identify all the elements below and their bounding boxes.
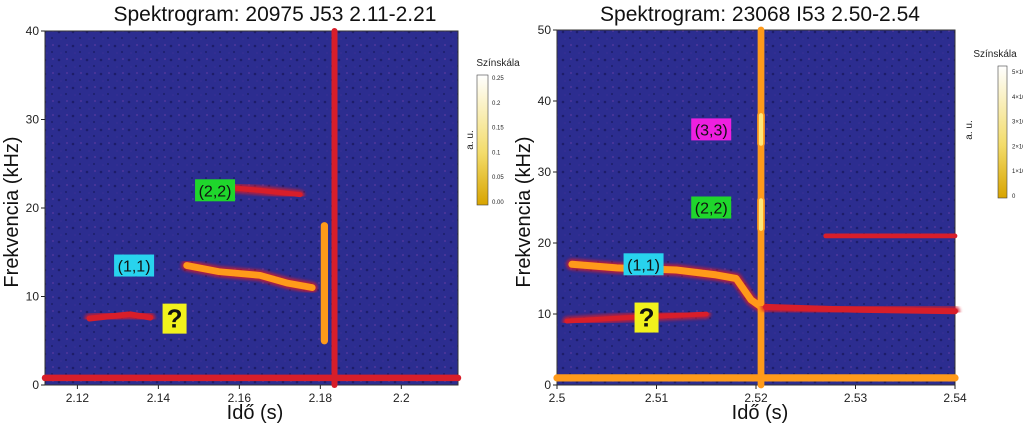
x-tick-label: 2.2 bbox=[393, 391, 410, 405]
colorbar-tick-label: 5×10⁵ bbox=[1012, 69, 1023, 76]
mode-label: ? bbox=[167, 304, 183, 334]
x-tick-label: 2.18 bbox=[309, 391, 333, 405]
x-tick-label: 2.53 bbox=[844, 391, 868, 405]
colorbar-tick-label: 0.00 bbox=[492, 200, 504, 206]
colorbar-tick-label: 2×10⁵ bbox=[1012, 143, 1023, 150]
y-tick-label: 0 bbox=[32, 378, 39, 392]
spectral-features bbox=[39, 26, 464, 390]
mode-label-box bbox=[691, 118, 732, 141]
x-tick-label: 2.12 bbox=[66, 391, 90, 405]
feature-ridge bbox=[183, 262, 316, 291]
colorbar-title: Színskála bbox=[973, 49, 1017, 60]
axis-ticks: 2.5 2.51 2.52 2.53 2.54 0 10 20 30 40 50 bbox=[538, 23, 967, 405]
x-tick-label: 2.51 bbox=[645, 391, 669, 405]
colorbar-tick-label: 1×10⁵ bbox=[1012, 168, 1023, 175]
mode-label-box bbox=[691, 196, 732, 219]
x-tick-label: 2.52 bbox=[744, 391, 768, 405]
mode-label-box bbox=[195, 179, 236, 202]
mode-annotations: (2,2) (1,1)? bbox=[114, 179, 236, 334]
colorbar-tick-label: 0 bbox=[1012, 194, 1016, 200]
x-tick-label: 2.16 bbox=[228, 391, 252, 405]
mode-label: ? bbox=[639, 303, 655, 333]
mode-label-box bbox=[114, 254, 155, 277]
colorbar-ticks: 0.25 0.2 0.15 0.1 0.05 0.00 bbox=[492, 76, 504, 206]
y-tick-label: 20 bbox=[538, 236, 552, 250]
y-axis-label: Frekvencia (kHz) bbox=[513, 136, 535, 287]
feature-ridge bbox=[86, 311, 154, 322]
colorbar-ticks: 5×10⁵ 4×10⁵ 3×10⁵ 2×10⁵ 1×10⁵ 0 bbox=[1012, 69, 1023, 200]
colorbar-unit: a. u. bbox=[964, 120, 975, 139]
colorbar-tick-label: 3×10⁵ bbox=[1012, 119, 1023, 126]
feature-ridge bbox=[762, 303, 958, 315]
y-tick-label: 40 bbox=[538, 94, 552, 108]
x-axis-label: Idő (s) bbox=[227, 402, 284, 424]
colorbar-tick-label: 0.25 bbox=[492, 76, 504, 82]
mode-annotations: (3,3) (2,2) (1,1)? bbox=[623, 118, 732, 333]
mode-label: (1,1) bbox=[118, 259, 151, 276]
mode-label-box bbox=[162, 303, 187, 334]
y-tick-label: 10 bbox=[26, 290, 40, 304]
feature-ridge bbox=[568, 260, 765, 311]
colorbar-tick-label: 0.05 bbox=[492, 175, 504, 181]
x-tick-label: 2.5 bbox=[549, 391, 566, 405]
x-tick-label: 2.14 bbox=[147, 391, 171, 405]
mode-label: (3,3) bbox=[695, 122, 728, 139]
y-tick-label: 0 bbox=[544, 378, 551, 392]
y-tick-label: 20 bbox=[26, 201, 40, 215]
mode-label: (2,2) bbox=[199, 183, 232, 200]
mode-label-box bbox=[623, 253, 664, 276]
y-tick-label: 50 bbox=[538, 23, 552, 37]
y-axis-label: Frekvencia (kHz) bbox=[1, 136, 23, 287]
colorbar-tick-label: 0.15 bbox=[492, 126, 504, 132]
mode-label: (1,1) bbox=[627, 257, 660, 274]
spectral-features bbox=[551, 24, 961, 391]
colorbar-tick-label: 0.2 bbox=[492, 101, 501, 107]
colorbar-unit: a. u. bbox=[465, 130, 476, 149]
panel-left: Spektrogram: 20975 J53 2.11-2.21 2.12 2.1… bbox=[1, 3, 520, 424]
y-tick-label: 40 bbox=[26, 24, 40, 38]
y-tick-label: 30 bbox=[538, 165, 552, 179]
mode-label-box bbox=[634, 302, 659, 333]
colorbar-gradient bbox=[997, 65, 1008, 199]
y-tick-label: 30 bbox=[26, 113, 40, 127]
plot-area bbox=[44, 30, 459, 386]
colorbar-gradient bbox=[476, 74, 489, 206]
colorbar-title: Színskála bbox=[476, 58, 520, 69]
chart-title: Spektrogram: 23068 I53 2.50-2.54 bbox=[600, 3, 920, 26]
feature-ridge bbox=[564, 311, 709, 324]
mode-label: (2,2) bbox=[695, 201, 728, 218]
panel-right: Spektrogram: 23068 I53 2.50-2.54 2.5 2.51… bbox=[513, 3, 1023, 424]
x-tick-label: 2.54 bbox=[943, 391, 967, 405]
colorbar-tick-label: 0.1 bbox=[492, 150, 501, 156]
x-axis-label: Idő (s) bbox=[732, 402, 789, 424]
colorbar-tick-label: 4×10⁵ bbox=[1012, 94, 1023, 101]
y-tick-label: 10 bbox=[538, 307, 552, 321]
colorbar: Színskála a. u. 0.25 0.2 0.15 0.1 0.05 0.00 bbox=[465, 58, 520, 206]
colorbar: Színskála a. u. 5×10⁵ 4×10⁵ 3×10⁵ 2×10⁵ 1×10… bbox=[964, 49, 1023, 200]
chart-title: Spektrogram: 20975 J53 2.11-2.21 bbox=[114, 3, 437, 26]
axis-ticks: 2.12 2.14 2.16 2.18 2.2 0 10 20 30 40 bbox=[26, 24, 410, 405]
